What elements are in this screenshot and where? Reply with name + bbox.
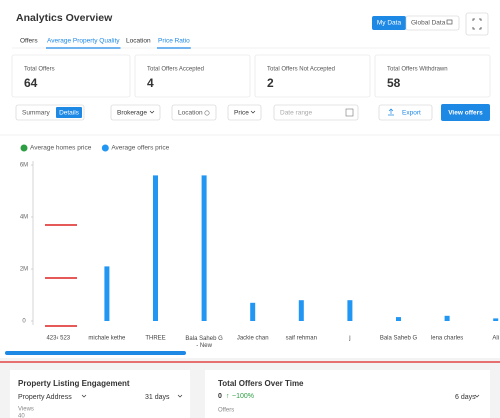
x-tick-label: 423‹ 523 xyxy=(46,336,70,342)
details-toggle: Details xyxy=(59,110,80,117)
x-tick-label: Jackie chan xyxy=(237,336,269,342)
engagement-metric-value: 40 xyxy=(18,414,25,418)
y-tick-label: 2M xyxy=(20,267,28,273)
bar[interactable] xyxy=(153,175,158,321)
y-tick-label: 0 xyxy=(22,319,26,325)
tab[interactable]: Price Ratio xyxy=(158,38,190,45)
view-offers-label: View offers xyxy=(448,110,483,117)
info-icon xyxy=(204,110,210,116)
location-label: Location xyxy=(178,110,203,117)
offers-time-change: ~100% xyxy=(232,393,254,400)
offers-time-title: Total Offers Over Time xyxy=(218,379,304,388)
page-title: Analytics Overview xyxy=(16,12,113,24)
stat-card xyxy=(374,54,491,98)
stat-label: Total Offers xyxy=(24,67,55,73)
tab[interactable]: Offers xyxy=(20,38,38,45)
offers-time-card xyxy=(205,370,490,418)
stat-label: Total Offers Withdrawn xyxy=(387,67,448,73)
bar[interactable] xyxy=(104,266,110,321)
x-tick-label: michale kethe xyxy=(88,336,126,342)
my-data-button[interactable] xyxy=(372,16,406,30)
main-card xyxy=(0,0,500,358)
export-label: Export xyxy=(402,110,421,117)
bar[interactable] xyxy=(493,318,499,321)
brokerage-label: Brokerage xyxy=(117,110,147,117)
chevron xyxy=(474,394,480,398)
stat-label: Total Offers Accepted xyxy=(147,67,204,73)
location-filter[interactable] xyxy=(171,104,217,121)
scrollbar[interactable] xyxy=(5,351,186,355)
bar[interactable] xyxy=(444,315,450,321)
offers-time-metric: Offers xyxy=(218,408,234,414)
calendar-icon xyxy=(345,108,354,117)
global-data-button[interactable] xyxy=(405,15,460,31)
bar[interactable] xyxy=(201,175,207,321)
x-tick-label: Bala Saheb G xyxy=(380,336,418,342)
chevron xyxy=(149,110,155,114)
legend-swatch xyxy=(20,144,28,152)
x-tick-label: j xyxy=(348,336,350,342)
chevron xyxy=(81,394,87,398)
stat-card xyxy=(11,54,131,98)
export-button[interactable] xyxy=(378,104,433,121)
offers-time-value: 0 xyxy=(218,393,222,400)
tab[interactable]: Location xyxy=(126,38,151,45)
y-tick-label: 6M xyxy=(20,163,28,169)
x-tick-label: Bala Saheb G- New xyxy=(185,336,223,349)
stat-label: Total Offers Not Accepted xyxy=(267,67,335,73)
summary-toggle[interactable]: Summary xyxy=(22,110,51,117)
date-range-input[interactable] xyxy=(273,104,359,121)
engagement-selector[interactable]: Property Address xyxy=(18,394,72,401)
price-filter[interactable] xyxy=(227,104,262,121)
legend-swatch xyxy=(101,144,109,152)
global-data-label: Global Data xyxy=(411,20,446,27)
offers-time-arrow: ↑ xyxy=(226,393,230,400)
expand-button[interactable] xyxy=(465,12,489,36)
details-toggle-bg[interactable] xyxy=(56,107,82,118)
engagement-card xyxy=(10,370,190,418)
date-range-placeholder: Date range xyxy=(280,110,313,117)
stat-value: 2 xyxy=(267,76,274,90)
bar[interactable] xyxy=(298,300,304,321)
chevron xyxy=(177,394,183,398)
my-data-label: My Data xyxy=(377,20,402,27)
price-label: Price xyxy=(234,110,249,117)
bar[interactable] xyxy=(396,317,401,321)
x-tick-label: THREE xyxy=(145,336,165,342)
stat-value: 58 xyxy=(387,76,401,90)
stat-card xyxy=(134,54,251,98)
x-tick-label: saif rehman xyxy=(286,336,317,342)
stat-value: 64 xyxy=(24,76,38,90)
chevron xyxy=(250,110,256,114)
legend-label[interactable]: Average homes price xyxy=(30,145,92,152)
view-offers-button[interactable] xyxy=(441,104,490,121)
brokerage-filter[interactable] xyxy=(110,104,161,121)
bar[interactable] xyxy=(347,300,353,321)
expand-icon xyxy=(472,18,482,30)
engagement-metric: Views xyxy=(18,407,34,413)
stat-value: 4 xyxy=(147,76,154,90)
lock-icon xyxy=(446,19,453,25)
offers-time-period[interactable]: 6 days xyxy=(455,394,476,401)
x-tick-label: Ali xyxy=(492,336,499,342)
legend-label[interactable]: Average offers price xyxy=(111,145,169,152)
engagement-period[interactable]: 31 days xyxy=(145,394,170,401)
stat-card xyxy=(254,54,371,98)
export-icon xyxy=(388,108,394,116)
x-tick-label: lena charles xyxy=(431,336,463,342)
tab[interactable]: Average Property Quality xyxy=(47,38,120,45)
engagement-title: Property Listing Engagement xyxy=(18,379,130,388)
y-tick-label: 4M xyxy=(20,215,28,221)
bar[interactable] xyxy=(250,302,256,321)
